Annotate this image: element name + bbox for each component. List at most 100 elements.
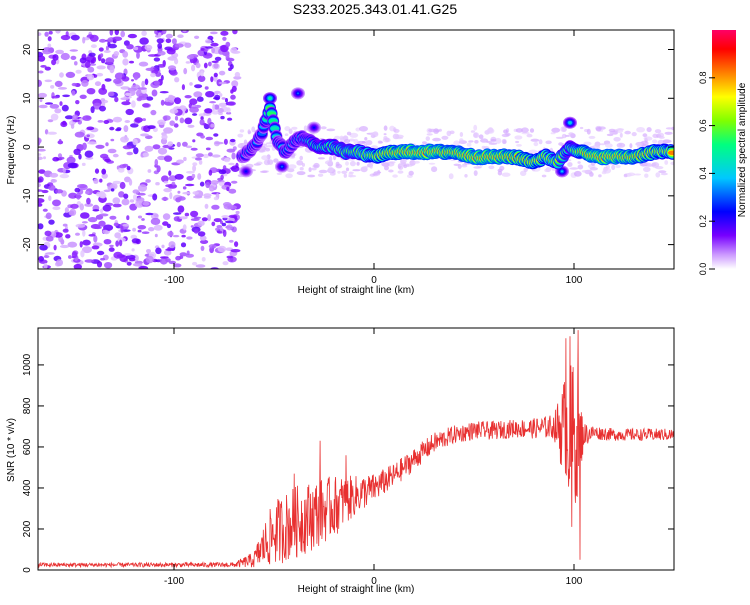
noise-blob <box>141 30 147 36</box>
noise-blob <box>163 180 169 184</box>
haze-blob <box>545 140 552 145</box>
noise-blob <box>51 59 57 66</box>
noise-blob <box>192 162 198 167</box>
noise-blob <box>227 117 233 121</box>
noise-blob <box>105 45 109 51</box>
noise-blob <box>81 221 88 224</box>
haze-blob <box>286 168 295 173</box>
noise-blob <box>211 110 219 115</box>
noise-blob <box>137 215 143 219</box>
noise-blob <box>129 60 134 64</box>
noise-blob <box>142 103 150 108</box>
haze-blob <box>664 160 669 165</box>
noise-blob <box>233 75 242 80</box>
noise-blob <box>60 52 70 61</box>
noise-blob <box>173 123 179 128</box>
noise-blob <box>79 57 87 64</box>
noise-blob <box>141 80 145 88</box>
noise-blob <box>208 152 213 157</box>
snr-series-line <box>38 330 674 569</box>
noise-blob <box>217 108 224 113</box>
noise-blob <box>166 48 176 55</box>
noise-blob <box>144 78 149 86</box>
noise-blob <box>121 76 130 82</box>
noise-blob <box>136 89 143 97</box>
noise-blob <box>150 109 157 116</box>
noise-blob <box>179 252 188 257</box>
snr-y-tick-label: 800 <box>22 397 33 414</box>
noise-blob <box>38 55 46 62</box>
noise-blob <box>50 113 59 121</box>
haze-blob <box>466 142 472 147</box>
haze-blob <box>377 169 381 176</box>
noise-blob <box>144 44 153 51</box>
haze-blob <box>333 154 337 161</box>
haze-blob <box>611 164 616 170</box>
haze-blob <box>503 129 508 134</box>
noise-blob <box>157 30 162 33</box>
noise-blob <box>43 255 50 259</box>
noise-blob <box>42 208 48 212</box>
haze-blob <box>468 140 474 143</box>
haze-blob <box>488 165 495 170</box>
noise-blob <box>79 203 85 211</box>
noise-blob <box>205 181 211 189</box>
haze-blob <box>624 130 631 135</box>
noise-blob <box>89 34 99 42</box>
haze-blob <box>359 126 368 132</box>
noise-blob <box>70 55 77 61</box>
haze-blob <box>356 161 360 166</box>
noise-blob <box>137 184 148 192</box>
haze-blob <box>633 173 642 176</box>
haze-blob <box>392 174 398 178</box>
noise-blob <box>118 191 125 198</box>
noise-blob <box>135 200 144 208</box>
noise-blob <box>96 250 105 256</box>
noise-blob <box>203 62 208 69</box>
haze-blob <box>253 163 261 166</box>
noise-blob <box>227 205 238 210</box>
haze-blob <box>265 147 271 152</box>
noise-blob <box>165 248 175 251</box>
colorbar-label: Normalized spectral amplitude <box>737 82 748 217</box>
haze-blob <box>428 162 436 165</box>
noise-blob <box>189 98 198 105</box>
noise-blob <box>105 142 109 147</box>
noise-blob <box>38 203 43 207</box>
noise-blob <box>84 203 94 207</box>
noise-blob <box>44 66 51 71</box>
noise-blob <box>190 218 200 221</box>
noise-blob <box>66 156 76 164</box>
noise-blob <box>133 46 139 51</box>
haze-blob <box>516 144 522 147</box>
noise-blob <box>150 72 156 78</box>
noise-blob <box>165 184 173 188</box>
noise-blob <box>112 197 121 205</box>
haze-blob <box>457 164 462 169</box>
noise-blob <box>205 46 214 49</box>
noise-blob <box>185 183 195 187</box>
noise-blob <box>142 152 150 158</box>
haze-blob <box>237 133 244 138</box>
noise-blob <box>145 179 151 183</box>
spectrogram-y-tick-label: 10 <box>22 92 33 104</box>
noise-blob <box>190 210 199 218</box>
snr-y-tick-label: 600 <box>22 438 33 455</box>
colorbar-gradient <box>712 30 736 269</box>
noise-blob <box>208 185 215 192</box>
noise-blob <box>75 69 82 74</box>
noise-blob <box>215 227 220 231</box>
haze-blob <box>664 131 673 135</box>
haze-blob <box>541 174 547 178</box>
noise-blob <box>75 232 80 236</box>
noise-blob <box>189 82 193 86</box>
noise-blob <box>182 186 187 190</box>
snr-x-ticks: -100 0 100 <box>164 328 583 587</box>
haze-blob <box>284 133 289 136</box>
noise-blob <box>193 229 199 234</box>
noise-blob <box>72 114 79 120</box>
noise-blob <box>171 38 177 45</box>
noise-blob <box>125 108 134 116</box>
